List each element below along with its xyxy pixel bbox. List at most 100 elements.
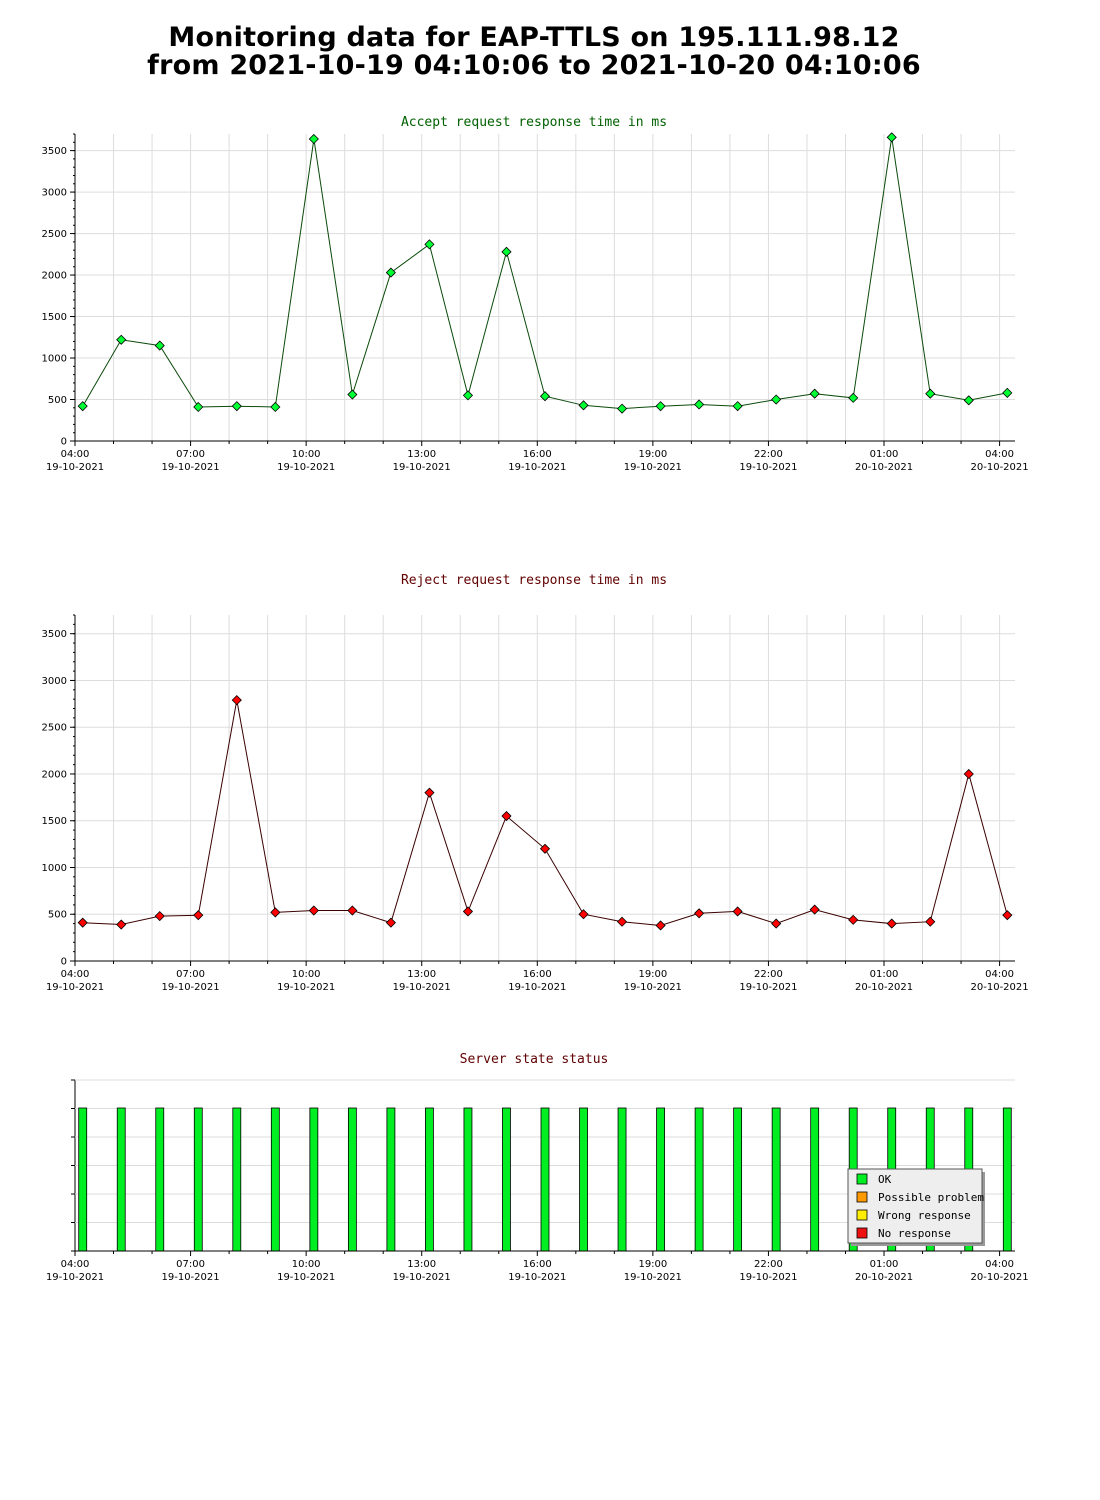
accept-data-point — [539, 391, 551, 402]
y-tick-label: 2500 — [42, 229, 67, 240]
x-tick-date-label: 19-10-2021 — [46, 462, 104, 473]
accept-data-point — [771, 394, 782, 405]
status-chart-title: Server state status — [460, 1052, 609, 1067]
x-tick-time-label: 10:00 — [292, 449, 321, 460]
x-tick-time-label: 01:00 — [870, 969, 899, 980]
accept-data-point — [694, 399, 705, 410]
reject-response-chart: Reject request response time in ms 0 500 10… — [42, 573, 1029, 993]
x-tick-time-label: 19:00 — [638, 969, 667, 980]
status-bar — [540, 1107, 550, 1252]
accept-chart-title: Accept request response time in ms — [401, 115, 667, 130]
x-tick-time-label: 01:00 — [870, 449, 899, 460]
reject-data-point — [616, 916, 628, 927]
x-tick-time-label: 10:00 — [292, 1259, 321, 1270]
x-tick-date-label: 20-10-2021 — [971, 1272, 1029, 1283]
x-tick-date-label: 19-10-2021 — [508, 982, 566, 993]
accept-data-point — [308, 133, 319, 145]
accept-data-point — [886, 132, 897, 143]
x-tick-time-label: 04:00 — [985, 1259, 1014, 1270]
x-tick-time-label: 07:00 — [176, 969, 205, 980]
reject-data-point — [270, 907, 281, 918]
reject-data-point — [925, 916, 936, 927]
reject-data-point — [539, 843, 551, 854]
status-bar — [386, 1107, 396, 1252]
legend-swatch — [856, 1173, 868, 1185]
status-bar — [502, 1107, 511, 1252]
x-tick-date-label: 19-10-2021 — [393, 982, 451, 993]
status-bar — [347, 1107, 357, 1252]
y-tick-label: 3000 — [42, 188, 67, 199]
accept-data-point — [732, 401, 743, 412]
legend-label: Wrong response — [878, 1209, 971, 1222]
reject-data-point — [308, 905, 319, 916]
x-tick-time-label: 04:00 — [985, 449, 1014, 460]
y-tick-label: 3000 — [42, 676, 67, 687]
reject-data-point — [347, 905, 358, 916]
x-tick-date-label: 19-10-2021 — [624, 1272, 682, 1283]
legend-swatch — [856, 1191, 868, 1203]
reject-data-point — [193, 910, 204, 921]
x-tick-date-label: 19-10-2021 — [739, 1272, 797, 1283]
x-tick-date-label: 19-10-2021 — [162, 982, 220, 993]
reject-data-point — [154, 911, 165, 922]
x-tick-date-label: 19-10-2021 — [508, 1272, 566, 1283]
accept-data-point — [616, 403, 628, 414]
status-bar — [270, 1107, 280, 1252]
reject-data-point — [462, 906, 474, 917]
y-tick-label: 3500 — [42, 146, 67, 157]
reject-data-point — [694, 908, 705, 919]
reject-data-point — [77, 917, 88, 928]
x-tick-time-label: 13:00 — [407, 449, 436, 460]
status-bar — [309, 1107, 319, 1252]
status-bar — [463, 1107, 473, 1252]
x-tick-time-label: 13:00 — [407, 1259, 436, 1270]
status-bar — [232, 1107, 242, 1252]
accept-data-point — [501, 246, 512, 257]
reject-data-point — [578, 909, 589, 920]
accept-data-point — [347, 389, 358, 400]
reject-data-point — [501, 810, 512, 822]
status-bar — [694, 1107, 704, 1252]
x-tick-time-label: 04:00 — [985, 969, 1014, 980]
x-tick-date-label: 19-10-2021 — [508, 462, 566, 473]
accept-data-point — [77, 401, 88, 412]
reject-chart-title: Reject request response time in ms — [401, 573, 667, 588]
x-tick-date-label: 20-10-2021 — [855, 982, 913, 993]
reject-data-point — [848, 914, 859, 925]
status-bar — [425, 1107, 434, 1252]
legend-label: Possible problem — [878, 1191, 984, 1204]
status-bar — [1002, 1107, 1012, 1252]
x-tick-date-label: 19-10-2021 — [162, 1272, 220, 1283]
x-tick-time-label: 04:00 — [61, 1259, 90, 1270]
accept-data-point — [848, 392, 859, 403]
x-tick-time-label: 07:00 — [176, 1259, 205, 1270]
x-tick-time-label: 13:00 — [407, 969, 436, 980]
accept-data-point — [963, 395, 974, 406]
page-title: Monitoring data for EAP-TTLS on 195.111.… — [0, 24, 1068, 80]
y-tick-label: 2000 — [42, 769, 67, 780]
x-tick-time-label: 16:00 — [523, 1259, 552, 1270]
legend-swatch — [856, 1209, 868, 1221]
x-tick-time-label: 16:00 — [523, 969, 552, 980]
x-tick-date-label: 19-10-2021 — [277, 1272, 335, 1283]
accept-data-point — [116, 334, 127, 345]
accept-data-point — [270, 401, 281, 413]
x-tick-time-label: 22:00 — [754, 1259, 783, 1270]
reject-data-point — [886, 918, 897, 929]
y-tick-label: 1000 — [42, 354, 67, 365]
accept-data-point — [424, 239, 435, 250]
status-bar — [810, 1107, 820, 1252]
accept-data-point — [154, 340, 165, 351]
reject-data-point — [1002, 910, 1013, 921]
x-tick-time-label: 04:00 — [61, 969, 90, 980]
x-tick-date-label: 19-10-2021 — [46, 982, 104, 993]
status-bar — [116, 1107, 126, 1252]
reject-data-point — [732, 906, 743, 917]
accept-response-chart: Accept request response time in ms 0 500 10… — [42, 115, 1029, 473]
y-tick-label: 500 — [48, 395, 67, 406]
y-tick-label: 2000 — [42, 271, 67, 282]
y-tick-label: 1500 — [42, 312, 67, 323]
accept-data-point — [809, 388, 820, 399]
x-tick-date-label: 19-10-2021 — [393, 1272, 451, 1283]
status-bar — [579, 1107, 588, 1252]
